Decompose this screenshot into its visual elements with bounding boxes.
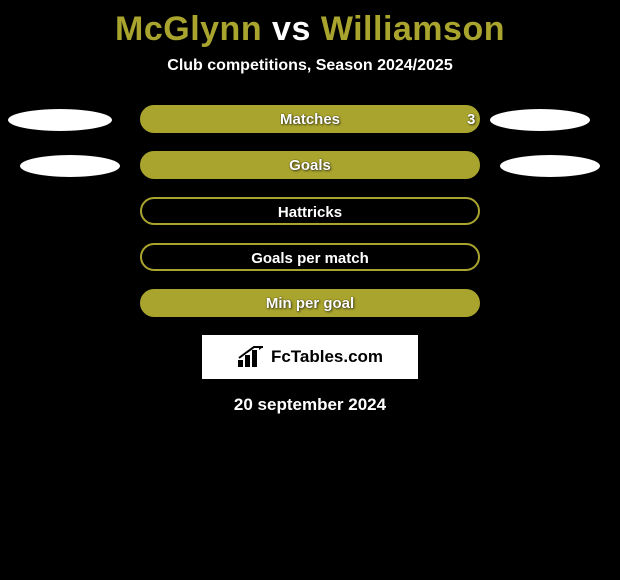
- row-goals: Goals: [0, 151, 620, 181]
- stat-rows: Matches 3 Goals Hattricks Goals per matc…: [0, 105, 620, 319]
- chart-icon: [237, 346, 265, 368]
- stat-pill: Goals: [140, 151, 480, 179]
- fctables-logo: FcTables.com: [237, 346, 383, 368]
- left-ellipse: [20, 155, 120, 177]
- stat-label: Hattricks: [142, 199, 478, 227]
- subtitle: Club competitions, Season 2024/2025: [0, 57, 620, 105]
- stat-pill: Goals per match: [140, 243, 480, 271]
- stat-label: Matches: [141, 106, 479, 134]
- logo-text: FcTables.com: [271, 347, 383, 367]
- stat-pill: Min per goal: [140, 289, 480, 317]
- right-ellipse: [490, 109, 590, 131]
- stat-label: Min per goal: [141, 290, 479, 318]
- title-player-right: Williamson: [321, 10, 505, 48]
- logo-box: FcTables.com: [202, 335, 418, 379]
- stat-label: Goals per match: [142, 245, 478, 273]
- page-title: McGlynn vs Williamson: [0, 0, 620, 57]
- left-ellipse: [8, 109, 112, 131]
- row-min-per-goal: Min per goal: [0, 289, 620, 319]
- row-matches: Matches 3: [0, 105, 620, 135]
- stat-pill: Hattricks: [140, 197, 480, 225]
- title-player-left: McGlynn: [115, 10, 262, 48]
- stat-value-right: 3: [467, 106, 475, 134]
- stat-label: Goals: [141, 152, 479, 180]
- stat-pill: Matches 3: [140, 105, 480, 133]
- row-hattricks: Hattricks: [0, 197, 620, 227]
- title-vs: vs: [262, 10, 321, 48]
- row-goals-per-match: Goals per match: [0, 243, 620, 273]
- right-ellipse: [500, 155, 600, 177]
- footer-date: 20 september 2024: [0, 395, 620, 415]
